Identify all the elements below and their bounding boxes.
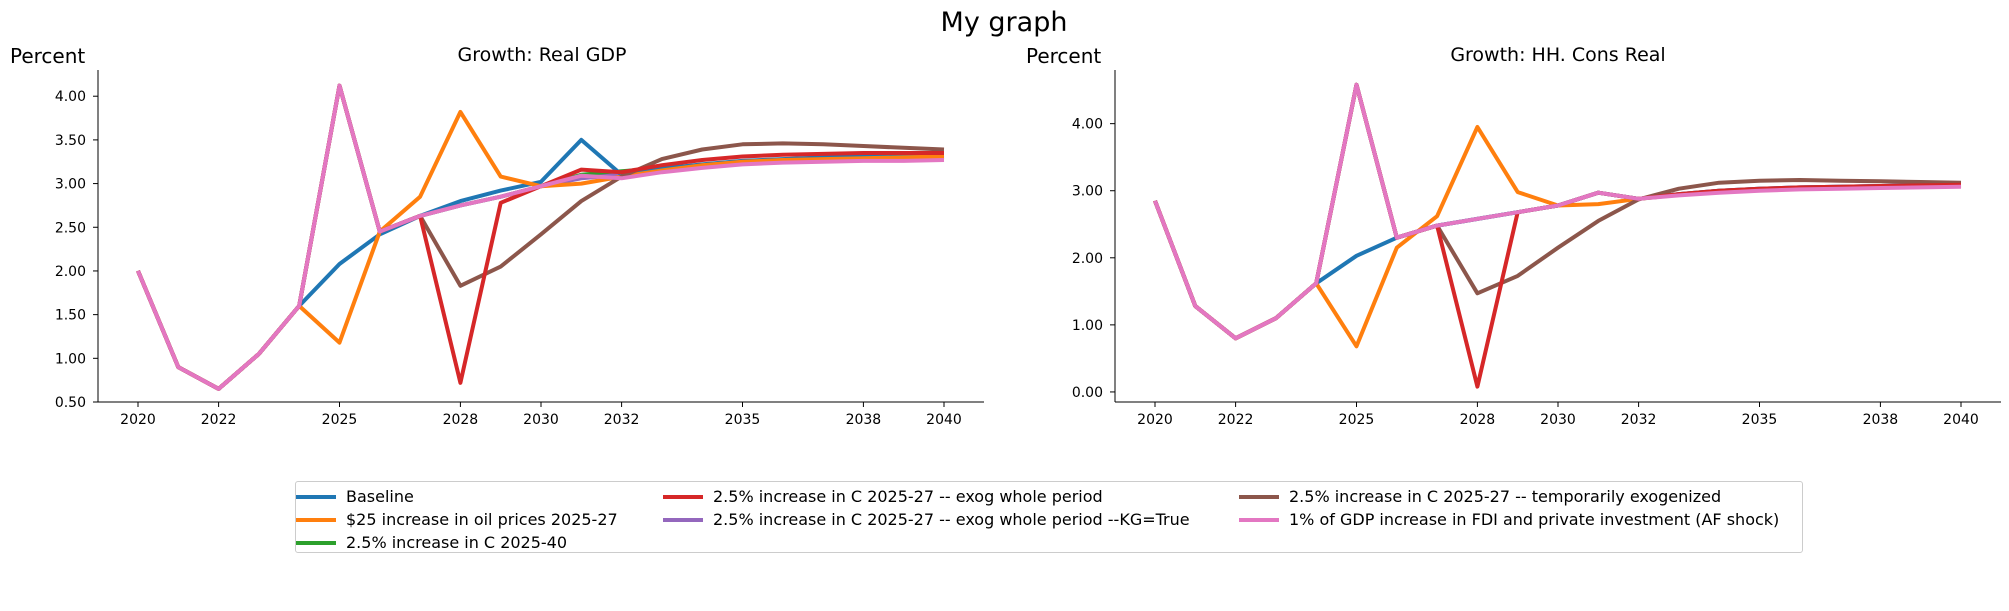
series-line-oil (1153, 125, 1962, 349)
x-tick-label: 2028 (443, 412, 479, 428)
y-tick-label: 2.00 (1072, 251, 1103, 267)
x-tick-label: 2035 (725, 412, 761, 428)
x-tick-label: 2028 (1460, 412, 1496, 428)
chart-hh-cons-real: Growth: HH. Cons Real Percent 2020 2022 20… (1026, 44, 2001, 428)
x-tick-label: 2040 (926, 412, 962, 428)
chart-title: Growth: HH. Cons Real (1450, 44, 1665, 66)
legend-label: 1% of GDP increase in FDI and private in… (1289, 510, 1780, 529)
x-tick-label: 2022 (201, 412, 237, 428)
figure-title: My graph (941, 7, 1068, 38)
x-tick-label: 2035 (1742, 412, 1778, 428)
x-tick-label: 2032 (604, 412, 640, 428)
x-tick-label: 2020 (120, 412, 156, 428)
x-tick-label: 2038 (846, 412, 882, 428)
legend-label: 2.5% increase in C 2025-27 -- exog whole… (713, 510, 1190, 529)
series-line-temp (1153, 82, 1962, 341)
y-tick-label: 4.00 (1072, 117, 1103, 133)
y-axis-label: Percent (10, 44, 85, 68)
x-tick-label: 2030 (523, 412, 559, 428)
series-line-c2540 (136, 83, 945, 391)
legend-label: 2.5% increase in C 2025-27 -- exog whole… (713, 487, 1103, 506)
y-tick-label: 2.50 (55, 220, 86, 236)
legend-label: Baseline (346, 487, 414, 506)
legend-item-kg: 2.5% increase in C 2025-27 -- exog whole… (663, 508, 1190, 531)
legend-swatch (296, 540, 336, 545)
x-tick-label: 2040 (1943, 412, 1979, 428)
legend-label: 2.5% increase in C 2025-40 (346, 533, 568, 552)
y-tick-label: 3.00 (1072, 184, 1103, 200)
series-line-fdi (1153, 82, 1962, 341)
legend-item-baseline: Baseline (296, 485, 414, 508)
legend-item-temp: 2.5% increase in C 2025-27 -- temporaril… (1239, 485, 1721, 508)
legend-swatch (663, 517, 703, 522)
x-tick-label: 2030 (1540, 412, 1576, 428)
legend-item-exog: 2.5% increase in C 2025-27 -- exog whole… (663, 485, 1103, 508)
legend-item-oil: $25 increase in oil prices 2025-27 (296, 508, 618, 531)
y-tick-label: 1.50 (55, 308, 86, 324)
series-line-exog (1153, 82, 1962, 389)
y-tick-label: 0.50 (55, 395, 86, 411)
x-tick-label: 2032 (1621, 412, 1657, 428)
legend-item-c2540: 2.5% increase in C 2025-40 (296, 531, 567, 554)
chart-real-gdp: Growth: Real GDP Percent 2020 2022 2025 202… (10, 44, 984, 428)
y-tick-label: 0.00 (1072, 385, 1103, 401)
y-tick-label: 3.50 (55, 133, 86, 149)
y-tick-label: 4.00 (55, 89, 86, 105)
chart-title: Growth: Real GDP (457, 44, 626, 66)
legend: Baseline $25 increase in oil prices 2025… (295, 481, 1803, 553)
series-line-exog (136, 83, 944, 391)
y-tick-label: 3.00 (55, 177, 86, 193)
series-line-c2540 (1153, 82, 1962, 341)
legend-label: $25 increase in oil prices 2025-27 (346, 510, 618, 529)
y-tick-label: 1.00 (55, 351, 86, 367)
legend-swatch (296, 494, 336, 499)
y-axis-label: Percent (1026, 44, 1101, 68)
legend-swatch (663, 494, 703, 499)
legend-swatch (296, 517, 336, 522)
legend-swatch (1239, 494, 1279, 499)
series-line-kg (1153, 82, 1962, 341)
legend-swatch (1239, 517, 1279, 522)
y-tick-label: 1.00 (1072, 318, 1103, 334)
series-line-kg (136, 83, 945, 391)
x-tick-label: 2038 (1863, 412, 1899, 428)
legend-label: 2.5% increase in C 2025-27 -- temporaril… (1289, 487, 1722, 506)
x-tick-label: 2025 (1339, 412, 1375, 428)
x-tick-label: 2020 (1137, 412, 1173, 428)
series-line-temp (136, 83, 945, 391)
x-tick-label: 2025 (322, 412, 358, 428)
series-line-fdi (136, 83, 945, 391)
axes: 2020 2022 2025 2028 2030 2032 2035 2038 2040 0.00… (1072, 70, 2001, 428)
legend-item-fdi: 1% of GDP increase in FDI and private in… (1239, 508, 1779, 531)
y-tick-label: 2.00 (55, 264, 86, 280)
series-line-baseline (1153, 182, 1962, 341)
axes: 2020 2022 2025 2028 2030 2032 2035 2038 2040 0.50… (55, 70, 984, 428)
x-tick-label: 2022 (1218, 412, 1254, 428)
